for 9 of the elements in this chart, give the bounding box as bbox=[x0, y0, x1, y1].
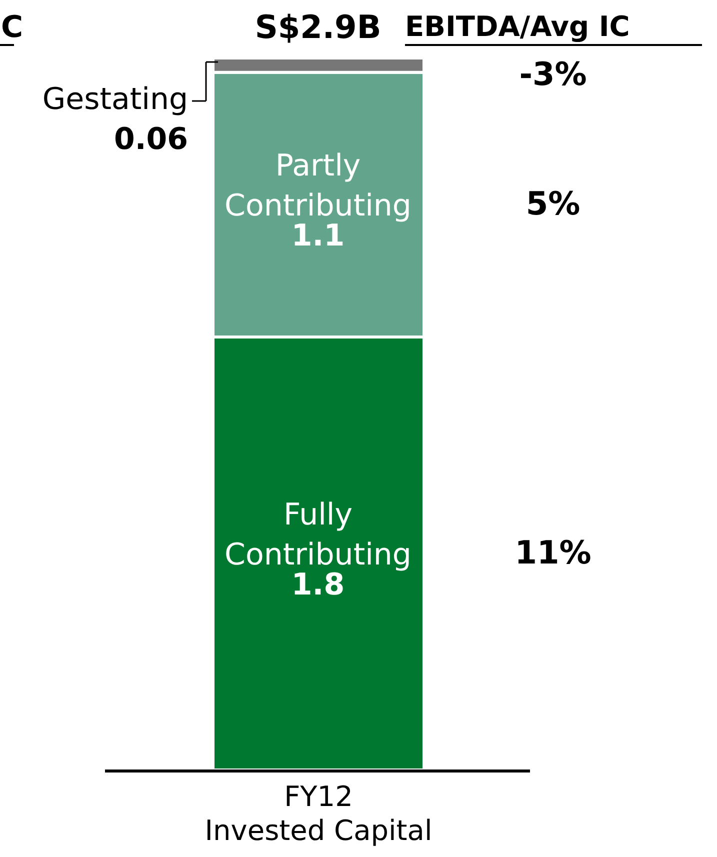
text: 11% bbox=[514, 534, 592, 572]
text: C bbox=[1, 10, 24, 45]
total-label: S$2.9B bbox=[254, 8, 382, 46]
series-label: Gestating bbox=[42, 82, 188, 117]
text: -3% bbox=[519, 55, 587, 94]
text: EBITDA/Avg IC bbox=[405, 10, 630, 43]
x-tick-label: FY12 Invested Capital bbox=[204, 780, 432, 847]
data-label: 0.06 bbox=[114, 122, 188, 157]
text: 5% bbox=[526, 184, 580, 223]
